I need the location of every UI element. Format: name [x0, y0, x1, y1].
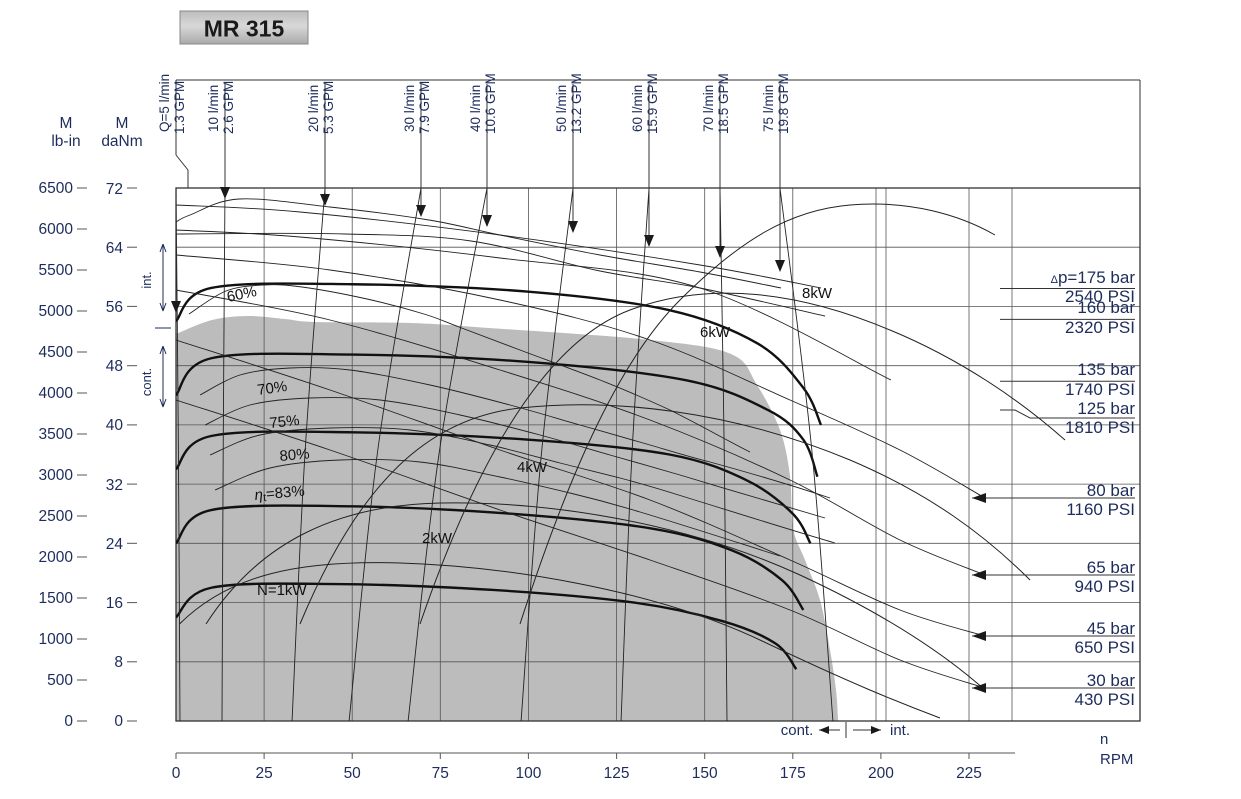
svg-text:2.6 GPM: 2.6 GPM: [221, 81, 236, 134]
svg-text:4500: 4500: [39, 344, 74, 361]
svg-text:75: 75: [432, 765, 449, 782]
svg-text:int.: int.: [890, 722, 910, 739]
svg-text:2000: 2000: [39, 549, 74, 566]
svg-text:650 PSI: 650 PSI: [1075, 638, 1136, 657]
svg-text:125: 125: [604, 765, 630, 782]
svg-text:50: 50: [344, 765, 362, 782]
svg-text:Q=5 l/min: Q=5 l/min: [157, 74, 172, 132]
svg-text:940 PSI: 940 PSI: [1075, 577, 1136, 596]
svg-text:1000: 1000: [39, 631, 74, 648]
svg-text:225: 225: [956, 765, 982, 782]
svg-text:8: 8: [114, 654, 123, 671]
svg-text:3500: 3500: [39, 426, 74, 443]
svg-text:2kW: 2kW: [422, 530, 453, 547]
svg-text:30 l/min: 30 l/min: [402, 85, 417, 132]
svg-text:25: 25: [255, 765, 272, 782]
svg-text:6kW: 6kW: [700, 324, 731, 341]
svg-text:15.9 GPM: 15.9 GPM: [645, 73, 660, 134]
svg-text:45 bar: 45 bar: [1087, 619, 1136, 638]
svg-text:150: 150: [692, 765, 718, 782]
svg-text:80 bar: 80 bar: [1087, 481, 1136, 500]
svg-text:0: 0: [114, 713, 123, 730]
svg-text:lb-in: lb-in: [51, 133, 80, 150]
svg-text:0: 0: [172, 765, 181, 782]
svg-text:cont.: cont.: [139, 368, 154, 396]
svg-text:10.6 GPM: 10.6 GPM: [483, 73, 498, 134]
svg-text:daNm: daNm: [101, 133, 142, 150]
svg-text:160 bar: 160 bar: [1077, 298, 1135, 317]
svg-text:5.3 GPM: 5.3 GPM: [321, 81, 336, 134]
svg-text:20 l/min: 20 l/min: [306, 85, 321, 132]
svg-text:40: 40: [106, 417, 124, 434]
svg-text:2500: 2500: [39, 508, 74, 525]
svg-text:cont.: cont.: [781, 722, 814, 739]
svg-text:Δp=175 bar: Δp=175 bar: [1051, 268, 1136, 287]
svg-text:1160 PSI: 1160 PSI: [1066, 500, 1135, 519]
svg-text:6000: 6000: [39, 221, 74, 238]
svg-text:200: 200: [868, 765, 894, 782]
svg-text:40 l/min: 40 l/min: [468, 85, 483, 132]
svg-text:65 bar: 65 bar: [1087, 558, 1136, 577]
svg-text:4kW: 4kW: [517, 459, 548, 476]
svg-text:5000: 5000: [39, 303, 74, 320]
svg-text:13.2 GPM: 13.2 GPM: [569, 73, 584, 134]
svg-text:75 l/min: 75 l/min: [761, 85, 776, 132]
svg-text:430 PSI: 430 PSI: [1075, 690, 1136, 709]
svg-text:60 l/min: 60 l/min: [630, 85, 645, 132]
svg-text:500: 500: [47, 672, 73, 689]
svg-text:135 bar: 135 bar: [1077, 360, 1135, 379]
svg-text:2320 PSI: 2320 PSI: [1065, 318, 1135, 337]
svg-text:1500: 1500: [39, 590, 74, 607]
svg-text:4000: 4000: [39, 385, 74, 402]
svg-text:24: 24: [106, 536, 124, 553]
svg-text:56: 56: [106, 299, 123, 316]
svg-text:1810 PSI: 1810 PSI: [1065, 418, 1135, 437]
svg-text:7.9 GPM: 7.9 GPM: [417, 81, 432, 134]
svg-text:10 l/min: 10 l/min: [206, 85, 221, 132]
svg-text:MR 315: MR 315: [204, 16, 285, 42]
svg-text:48: 48: [106, 358, 123, 375]
svg-text:175: 175: [780, 765, 806, 782]
svg-text:75%: 75%: [269, 412, 301, 432]
svg-text:M: M: [60, 115, 73, 132]
svg-text:125 bar: 125 bar: [1077, 399, 1135, 418]
svg-text:0: 0: [64, 713, 73, 730]
svg-text:1.3 GPM: 1.3 GPM: [172, 81, 187, 134]
svg-text:6500: 6500: [39, 180, 74, 197]
svg-text:32: 32: [106, 477, 123, 494]
svg-text:100: 100: [515, 765, 541, 782]
svg-text:18.5 GPM: 18.5 GPM: [716, 73, 731, 134]
svg-text:5500: 5500: [39, 262, 74, 279]
svg-text:N=1kW: N=1kW: [257, 582, 307, 599]
svg-text:19.8 GPM: 19.8 GPM: [776, 73, 791, 134]
svg-text:M: M: [116, 115, 129, 132]
svg-text:70 l/min: 70 l/min: [701, 85, 716, 132]
svg-text:30 bar: 30 bar: [1087, 671, 1136, 690]
svg-text:3000: 3000: [39, 467, 74, 484]
svg-text:64: 64: [106, 240, 124, 257]
svg-text:16: 16: [106, 595, 123, 612]
svg-text:50 l/min: 50 l/min: [554, 85, 569, 132]
svg-text:72: 72: [106, 181, 123, 198]
svg-text:n: n: [1100, 731, 1108, 748]
svg-text:RPM: RPM: [1100, 751, 1133, 768]
svg-text:int.: int.: [139, 271, 154, 288]
svg-text:1740 PSI: 1740 PSI: [1065, 380, 1135, 399]
